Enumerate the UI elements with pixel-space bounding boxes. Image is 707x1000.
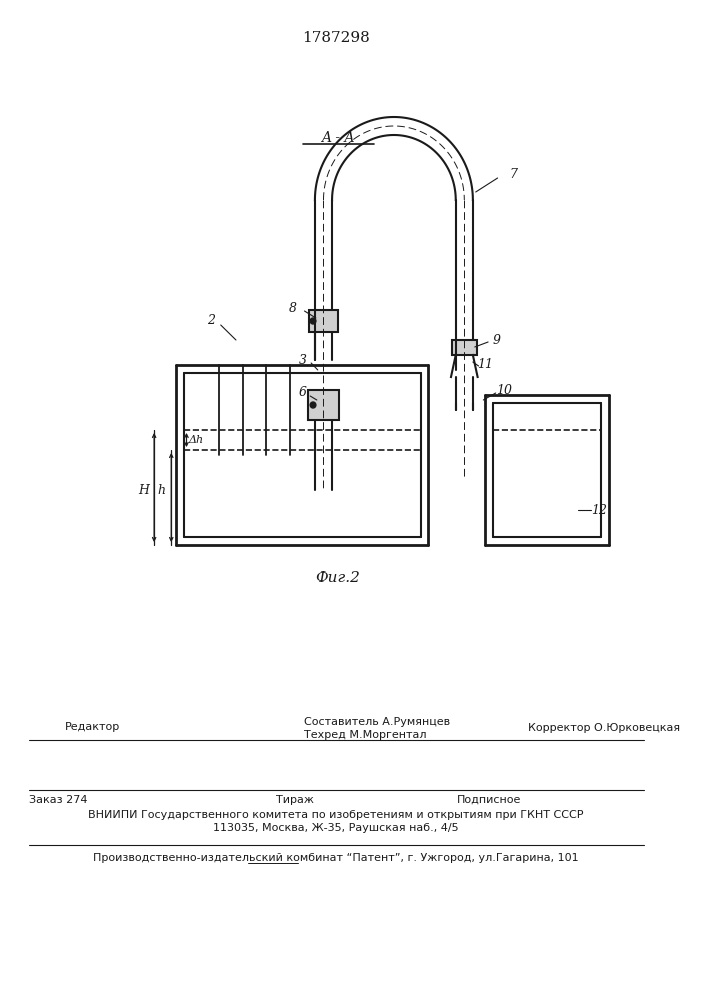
Text: ВНИИПИ Государственного комитета по изобретениям и открытиям при ГКНТ СССР: ВНИИПИ Государственного комитета по изоб… bbox=[88, 810, 583, 820]
Text: h: h bbox=[158, 484, 165, 496]
Bar bbox=[309, 310, 338, 332]
Text: 113035, Москва, Ж-35, Раушская наб., 4/5: 113035, Москва, Ж-35, Раушская наб., 4/5 bbox=[213, 823, 459, 833]
Text: Δh: Δh bbox=[189, 435, 204, 445]
Text: Фиг.2: Фиг.2 bbox=[315, 571, 360, 585]
Text: 8: 8 bbox=[289, 302, 297, 314]
Text: 12: 12 bbox=[592, 504, 607, 516]
Bar bbox=[308, 390, 339, 420]
Text: 1787298: 1787298 bbox=[302, 31, 370, 45]
Text: 2: 2 bbox=[207, 314, 215, 326]
Text: Корректор О.Юрковецкая: Корректор О.Юрковецкая bbox=[528, 723, 680, 733]
Bar bbox=[452, 340, 477, 355]
Text: 9: 9 bbox=[493, 334, 501, 347]
Text: Тираж: Тираж bbox=[276, 795, 314, 805]
Text: Производственно-издательский комбинат “Патент”, г. Ужгород, ул.Гагарина, 101: Производственно-издательский комбинат “П… bbox=[93, 853, 578, 863]
Text: Редактор: Редактор bbox=[65, 722, 120, 732]
Text: 7: 7 bbox=[510, 168, 518, 182]
Text: Техред М.Моргентал: Техред М.Моргентал bbox=[305, 730, 427, 740]
Text: 6: 6 bbox=[298, 385, 307, 398]
Text: Составитель А.Румянцев: Составитель А.Румянцев bbox=[305, 717, 450, 727]
Text: 10: 10 bbox=[496, 383, 513, 396]
Text: 3: 3 bbox=[298, 354, 307, 366]
Circle shape bbox=[310, 318, 316, 324]
Text: Заказ 274: Заказ 274 bbox=[28, 795, 87, 805]
Text: Подписное: Подписное bbox=[457, 795, 521, 805]
Text: 11: 11 bbox=[477, 359, 493, 371]
Circle shape bbox=[310, 402, 316, 408]
Text: A - A: A - A bbox=[321, 131, 354, 145]
Text: H: H bbox=[139, 484, 149, 496]
